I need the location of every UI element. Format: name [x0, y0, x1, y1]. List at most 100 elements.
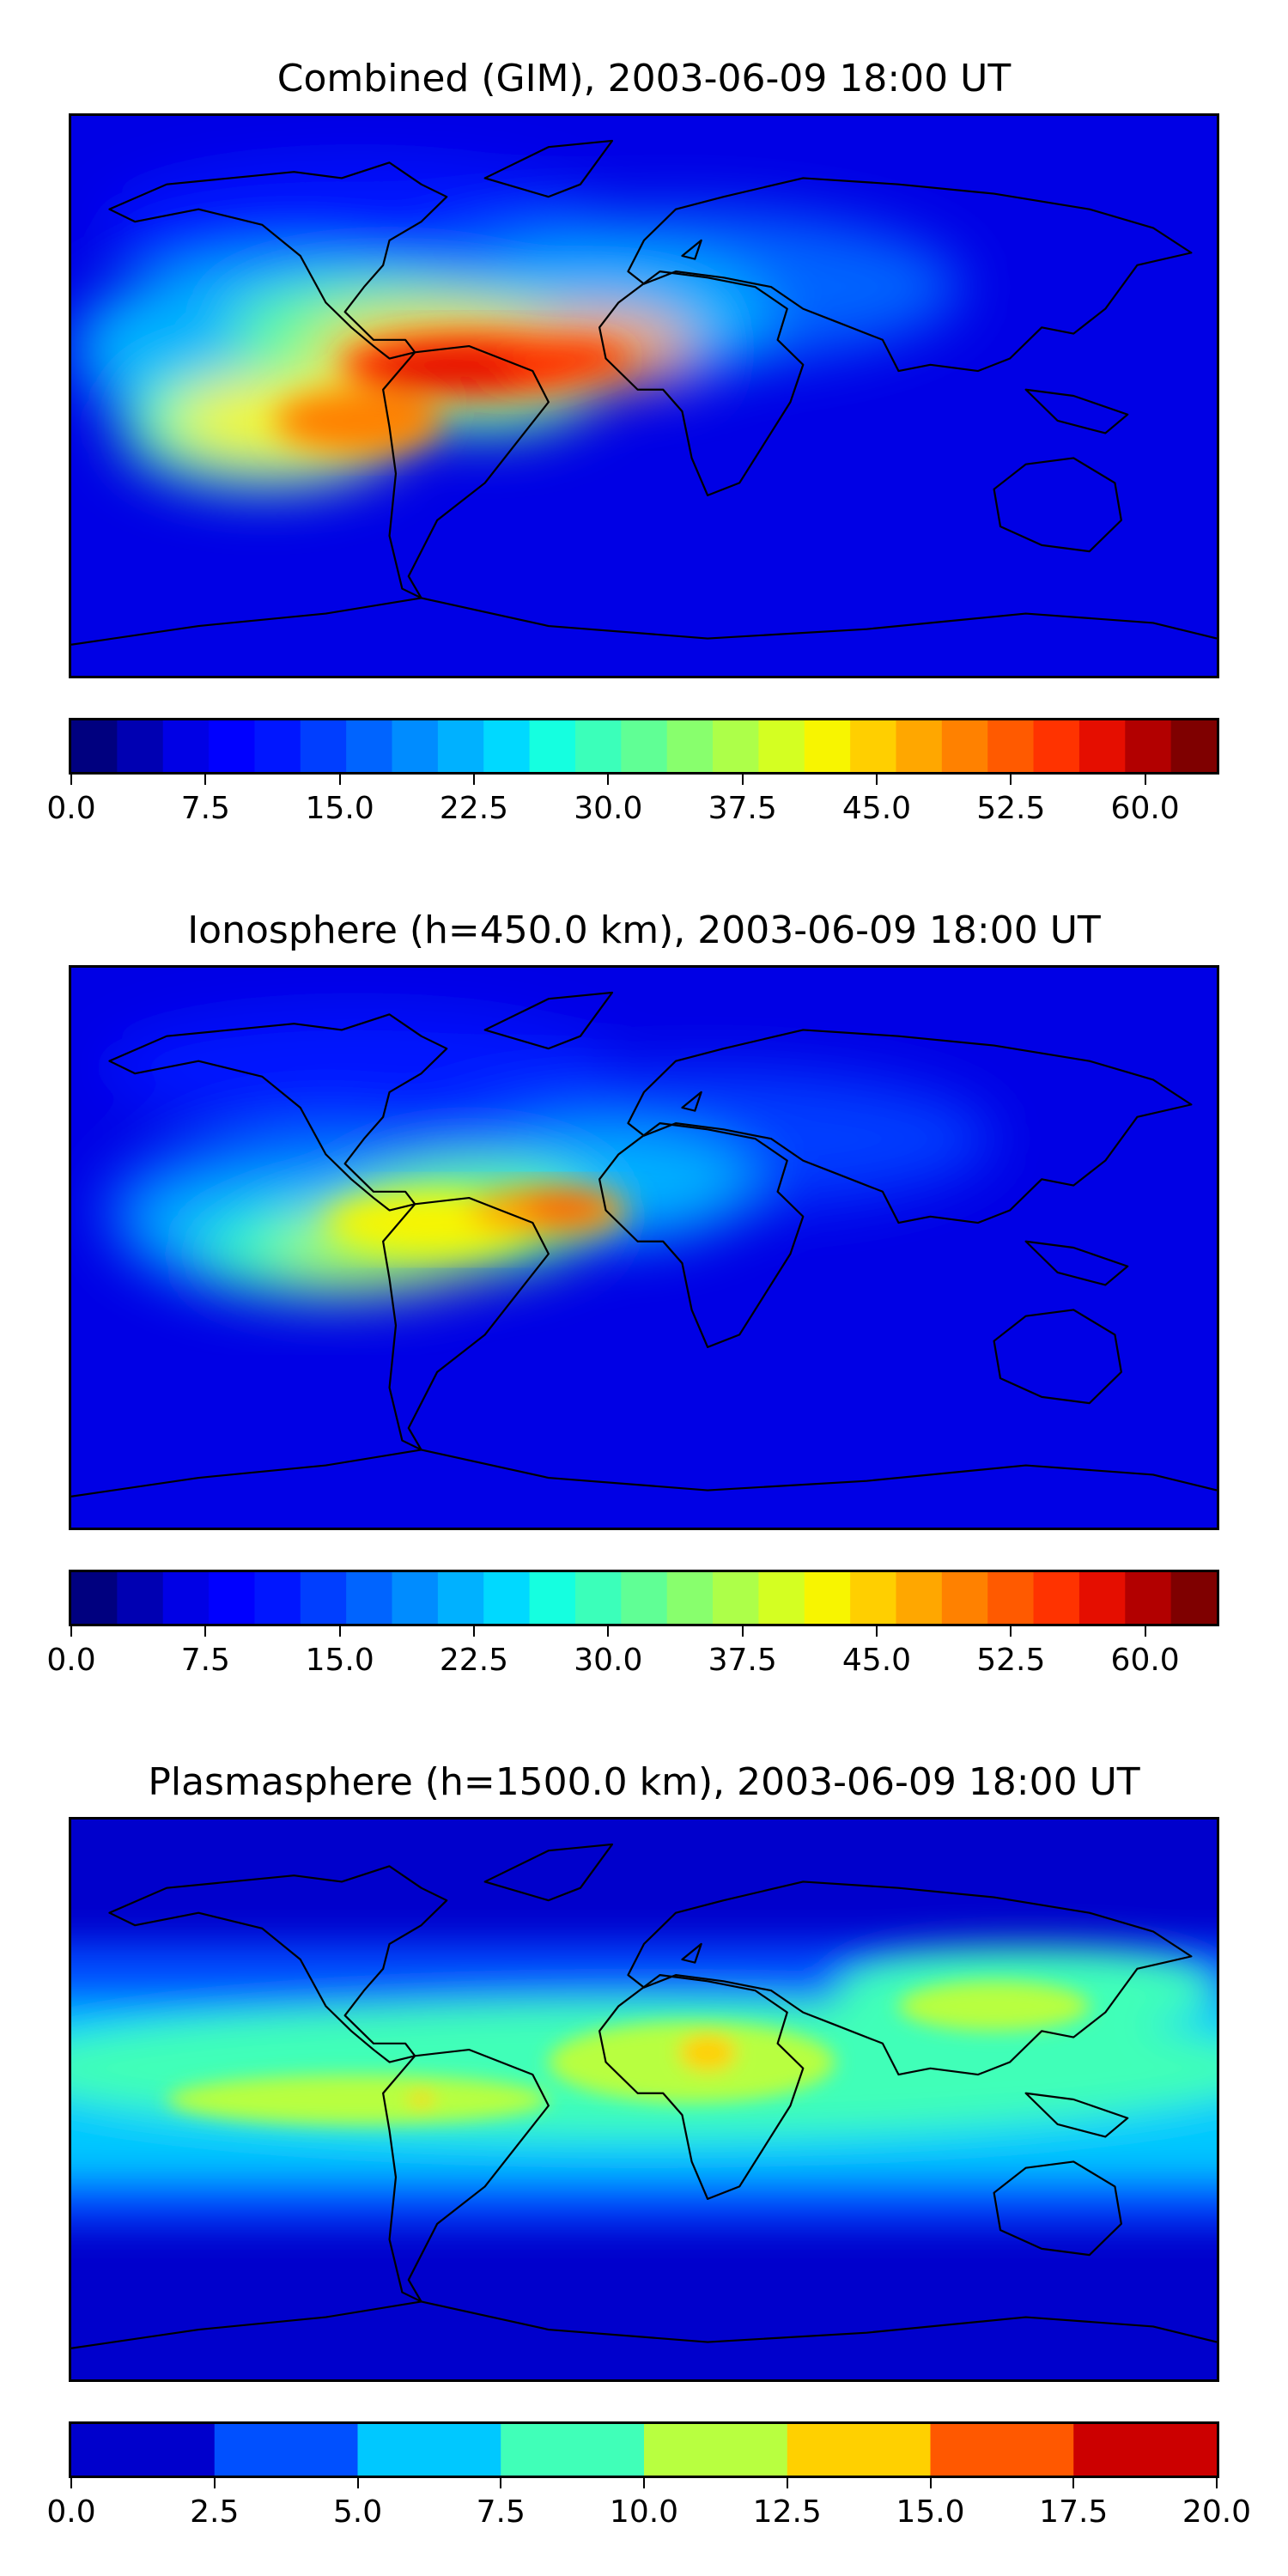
colorbar-swatch: [483, 720, 531, 772]
colorbar-swatch: [1125, 720, 1172, 772]
colorbar-tick-label: 60.0: [1110, 791, 1180, 826]
colorbar-tick-label: 12.5: [752, 2494, 822, 2530]
map-plot: [69, 965, 1219, 1530]
colorbar-tick-mark: [607, 1626, 610, 1637]
colorbar-tick-label: 0.0: [46, 2494, 96, 2530]
colorbar-tick-label: 30.0: [574, 791, 643, 826]
colorbar-tick-mark: [356, 2478, 359, 2488]
colorbar-tick-mark: [1010, 1626, 1012, 1637]
colorbar-swatch: [987, 720, 1035, 772]
map-plot: [69, 113, 1219, 678]
colorbar-tick-label: 15.0: [896, 2494, 965, 2530]
colorbar-swatch: [214, 2424, 359, 2476]
colorbar-swatch: [117, 1572, 164, 1624]
colorbar-swatch: [758, 720, 805, 772]
colorbar-swatch: [713, 720, 759, 772]
colorbar-tick-mark: [929, 2478, 932, 2488]
tec-map: [71, 116, 1217, 676]
colorbar-swatch: [621, 720, 668, 772]
panel-plasmasphere: Plasmasphere (h=1500.0 km), 2003-06-09 1…: [0, 1704, 1288, 2562]
colorbar-tick-label: 45.0: [841, 1643, 912, 1678]
colorbar-swatch: [574, 720, 622, 772]
colorbar-swatch: [896, 720, 943, 772]
colorbar-swatch: [621, 1572, 668, 1624]
colorbar-tick-mark: [70, 2478, 72, 2488]
colorbar-tick-mark: [472, 775, 475, 785]
panel-title: Ionosphere (h=450.0 km), 2003-06-09 18:0…: [187, 908, 1101, 952]
colorbar-tick-label: 52.5: [976, 1643, 1046, 1678]
colorbar-swatch: [529, 1572, 576, 1624]
colorbar-tick-label: 2.5: [190, 2494, 240, 2530]
colorbar-tick-mark: [338, 1626, 341, 1637]
colorbar-swatch: [787, 2424, 932, 2476]
colorbar-swatch: [850, 1572, 897, 1624]
colorbar-tick-mark: [607, 775, 610, 785]
colorbar-tick-label: 15.0: [305, 1643, 374, 1678]
tec-map: [71, 968, 1217, 1528]
colorbar-swatch: [644, 2424, 788, 2476]
colorbar-tick-mark: [741, 1626, 744, 1637]
colorbar-swatch: [437, 720, 484, 772]
colorbar-tick-label: 0.0: [46, 791, 96, 826]
colorbar-swatch: [346, 720, 393, 772]
colorbar-swatch: [209, 1572, 256, 1624]
colorbar-swatch: [529, 720, 576, 772]
colorbar-swatches: [71, 720, 1217, 772]
colorbar-swatch: [574, 1572, 622, 1624]
colorbar-tick-mark: [1010, 775, 1012, 785]
colorbar-swatch: [941, 1572, 988, 1624]
colorbar-tick-mark: [875, 775, 878, 785]
colorbar-swatch: [666, 1572, 714, 1624]
colorbar-tick-mark: [786, 2478, 788, 2488]
colorbar-ticks: 0.0 7.5 15.0 22.5 30.0 37.5 45.0 52.5 60.0: [46, 775, 1219, 826]
colorbar-tick-mark: [1144, 1626, 1146, 1637]
colorbar-swatch: [392, 1572, 439, 1624]
colorbar-tick-mark: [500, 2478, 502, 2488]
colorbar-swatches: [71, 2424, 1217, 2476]
colorbar: [69, 2421, 1219, 2478]
colorbar-tick-mark: [875, 1626, 878, 1637]
colorbar-swatch: [254, 1572, 301, 1624]
colorbar-tick-label: 60.0: [1110, 1643, 1180, 1678]
colorbar-tick-label: 7.5: [476, 2494, 526, 2530]
colorbar-swatch: [850, 720, 897, 772]
colorbar-swatch: [483, 1572, 531, 1624]
colorbar-tick-mark: [70, 775, 72, 785]
colorbar-swatch: [501, 2424, 645, 2476]
colorbar-swatch: [71, 720, 118, 772]
colorbar-tick-mark: [643, 2478, 645, 2488]
colorbar-swatch: [804, 720, 851, 772]
colorbar-tick-label: 15.0: [305, 791, 374, 826]
colorbar-tick-mark: [213, 2478, 216, 2488]
colorbar-tick-label: 37.5: [708, 791, 777, 826]
colorbar-ticks: 0.0 7.5 15.0 22.5 30.0 37.5 45.0 52.5 60.0: [46, 1626, 1219, 1678]
colorbar-swatch: [758, 1572, 805, 1624]
colorbar-swatch: [666, 720, 714, 772]
colorbar-swatch: [1078, 720, 1126, 772]
colorbar-tick-label: 10.0: [609, 2494, 679, 2530]
colorbar-tick-mark: [1216, 2478, 1218, 2488]
colorbar-swatch: [1078, 1572, 1126, 1624]
colorbar-tick-mark: [472, 1626, 475, 1637]
colorbar: [69, 1570, 1219, 1626]
colorbar-swatch: [1073, 2424, 1217, 2476]
colorbar-swatch: [1033, 1572, 1080, 1624]
colorbar-tick-mark: [338, 775, 341, 785]
colorbar-swatch: [1170, 1572, 1217, 1624]
colorbar-tick-label: 37.5: [708, 1643, 777, 1678]
colorbar-swatch: [1170, 720, 1217, 772]
colorbar-swatch: [357, 2424, 501, 2476]
panel-title: Plasmasphere (h=1500.0 km), 2003-06-09 1…: [148, 1760, 1140, 1804]
colorbar-swatch: [1125, 1572, 1172, 1624]
colorbar-swatch: [930, 2424, 1074, 2476]
colorbar-tick-label: 30.0: [574, 1643, 643, 1678]
colorbar-swatch: [392, 720, 439, 772]
colorbar-tick-mark: [204, 775, 207, 785]
colorbar-tick-mark: [741, 775, 744, 785]
colorbar-tick-mark: [1144, 775, 1146, 785]
tec-map: [71, 1820, 1217, 2379]
colorbar-swatch: [254, 720, 301, 772]
colorbar-swatch: [896, 1572, 943, 1624]
panel-combined: Combined (GIM), 2003-06-09 18:00 UT: [0, 0, 1288, 859]
colorbar-swatch: [117, 720, 164, 772]
